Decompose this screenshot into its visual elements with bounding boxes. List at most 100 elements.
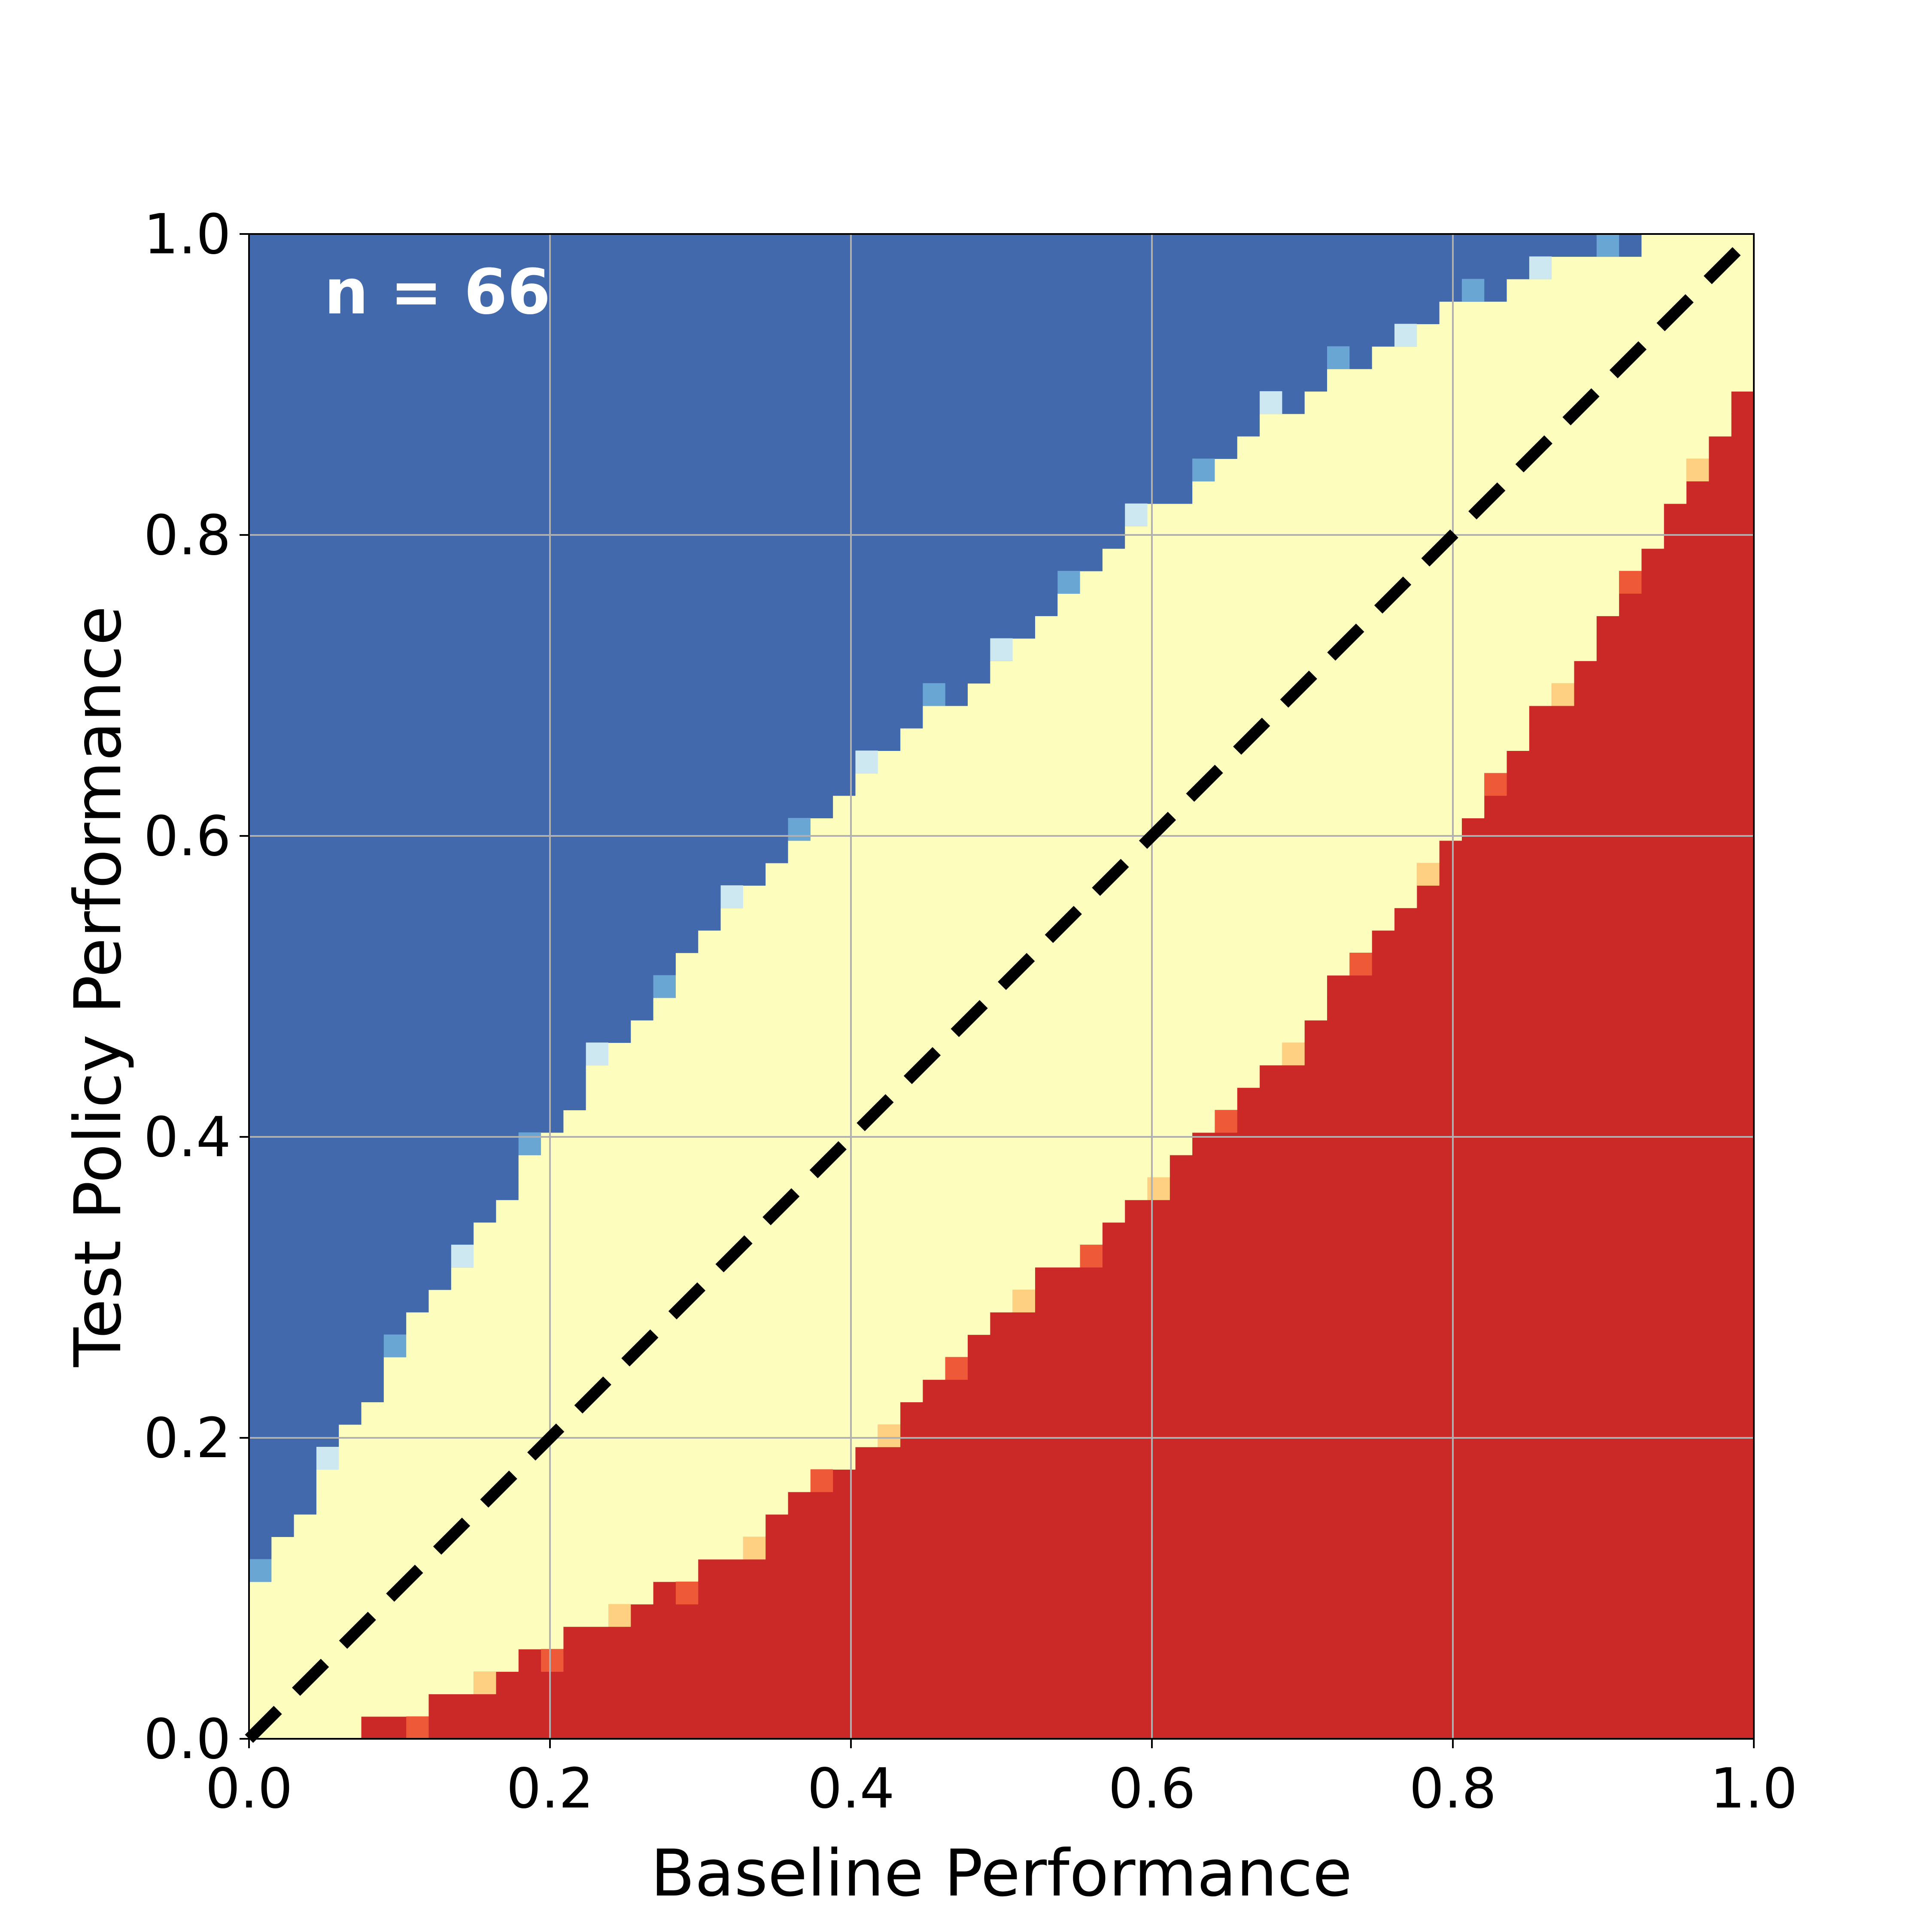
heatmap-cell [1484, 459, 1507, 482]
heatmap-cell [1574, 683, 1597, 706]
heatmap-cell [518, 773, 541, 796]
heatmap-cell [1349, 683, 1373, 706]
heatmap-cell [294, 1716, 317, 1739]
heatmap-cell [608, 1289, 632, 1312]
heatmap-cell [361, 301, 384, 325]
heatmap-cell [1282, 1671, 1305, 1695]
heatmap-cell [1192, 481, 1215, 504]
heatmap-cell [1237, 346, 1260, 369]
heatmap-cell [766, 953, 789, 976]
heatmap-cell [361, 324, 384, 347]
heatmap-cell [1260, 1154, 1283, 1178]
heatmap-cell [1125, 908, 1148, 931]
heatmap-cell [766, 728, 789, 751]
heatmap-cell [316, 234, 340, 257]
heatmap-cell [383, 840, 407, 863]
heatmap-cell [1215, 638, 1238, 661]
heatmap-cell [1394, 1200, 1418, 1223]
heatmap-cell [855, 324, 878, 347]
heatmap-cell [1282, 1716, 1305, 1739]
heatmap-cell [900, 481, 923, 504]
heatmap-cell [1439, 660, 1462, 684]
heatmap-cell [653, 1200, 676, 1223]
heatmap-cell [541, 413, 564, 437]
heatmap-transition-cell [1057, 571, 1081, 594]
heatmap-cell [496, 1379, 519, 1403]
heatmap-cell [698, 1222, 721, 1245]
heatmap-cell [1484, 1132, 1507, 1155]
heatmap-cell [766, 1514, 789, 1537]
heatmap-cell [541, 728, 564, 751]
heatmap-cell [406, 481, 429, 504]
heatmap-cell [563, 1312, 586, 1335]
heatmap-cell [1012, 885, 1036, 908]
heatmap-cell [1215, 1177, 1238, 1200]
heatmap-cell [383, 1042, 407, 1066]
heatmap-cell [1484, 1424, 1507, 1447]
heatmap-transition-cell [923, 683, 946, 706]
heatmap-cell [451, 1671, 474, 1695]
heatmap-cell [1035, 1469, 1058, 1492]
heatmap-cell [1641, 1694, 1665, 1717]
heatmap-cell [474, 616, 497, 639]
heatmap-cell [1731, 1626, 1754, 1649]
heatmap-cell [675, 1492, 699, 1515]
heatmap-cell [833, 795, 856, 818]
heatmap-cell [1192, 548, 1215, 571]
heatmap-cell [1439, 1222, 1462, 1245]
heatmap-cell [923, 818, 946, 841]
heatmap-cell [406, 1424, 429, 1447]
heatmap-cell [945, 908, 968, 931]
heatmap-cell [1596, 526, 1619, 549]
heatmap-cell [1349, 1042, 1373, 1066]
heatmap-cell [383, 1626, 407, 1649]
heatmap-cell [1080, 1649, 1103, 1672]
heatmap-cell [653, 1626, 676, 1649]
heatmap-cell [653, 773, 676, 796]
heatmap-cell [1731, 1289, 1754, 1312]
heatmap-cell [923, 1492, 946, 1515]
heatmap-cell [249, 1604, 272, 1627]
heatmap-cell [1641, 840, 1665, 863]
heatmap-cell [1552, 256, 1575, 279]
heatmap-cell [720, 481, 744, 504]
heatmap-cell [833, 413, 856, 437]
heatmap-cell [1282, 1694, 1305, 1717]
heatmap-cell [1709, 391, 1732, 414]
heatmap-cell [1417, 660, 1440, 684]
heatmap-cell [496, 436, 519, 459]
heatmap-cell [1461, 1424, 1485, 1447]
heatmap-cell [1372, 683, 1395, 706]
heatmap-cell [923, 795, 946, 818]
heatmap-cell [788, 1581, 811, 1604]
heatmap-cell [1035, 593, 1058, 617]
heatmap-cell [1012, 1087, 1036, 1111]
heatmap-cell [271, 1065, 295, 1088]
heatmap-cell [1596, 638, 1619, 661]
heatmap-cell [496, 795, 519, 818]
heatmap-transition-cell [1529, 256, 1552, 279]
heatmap-cell [1439, 1042, 1462, 1066]
heatmap-cell [316, 773, 340, 796]
heatmap-cell [855, 1424, 878, 1447]
heatmap-cell [1102, 1716, 1126, 1739]
heatmap-cell [249, 1626, 272, 1649]
heatmap-cell [1484, 1514, 1507, 1537]
heatmap-cell [1102, 234, 1126, 257]
heatmap-cell [1439, 1537, 1462, 1560]
heatmap-cell [810, 256, 833, 279]
heatmap-cell [990, 908, 1013, 931]
heatmap-cell [1641, 571, 1665, 594]
heatmap-cell [1574, 301, 1597, 325]
heatmap-cell [923, 1334, 946, 1358]
heatmap-cell [1641, 1357, 1665, 1380]
heatmap-cell [833, 818, 856, 841]
heatmap-cell [788, 750, 811, 774]
heatmap-cell [1664, 660, 1687, 684]
heatmap-cell [608, 660, 632, 684]
heatmap-cell [451, 660, 474, 684]
heatmap-cell [294, 279, 317, 302]
heatmap-cell [249, 683, 272, 706]
heatmap-cell [1529, 705, 1552, 729]
heatmap-cell [1507, 256, 1530, 279]
